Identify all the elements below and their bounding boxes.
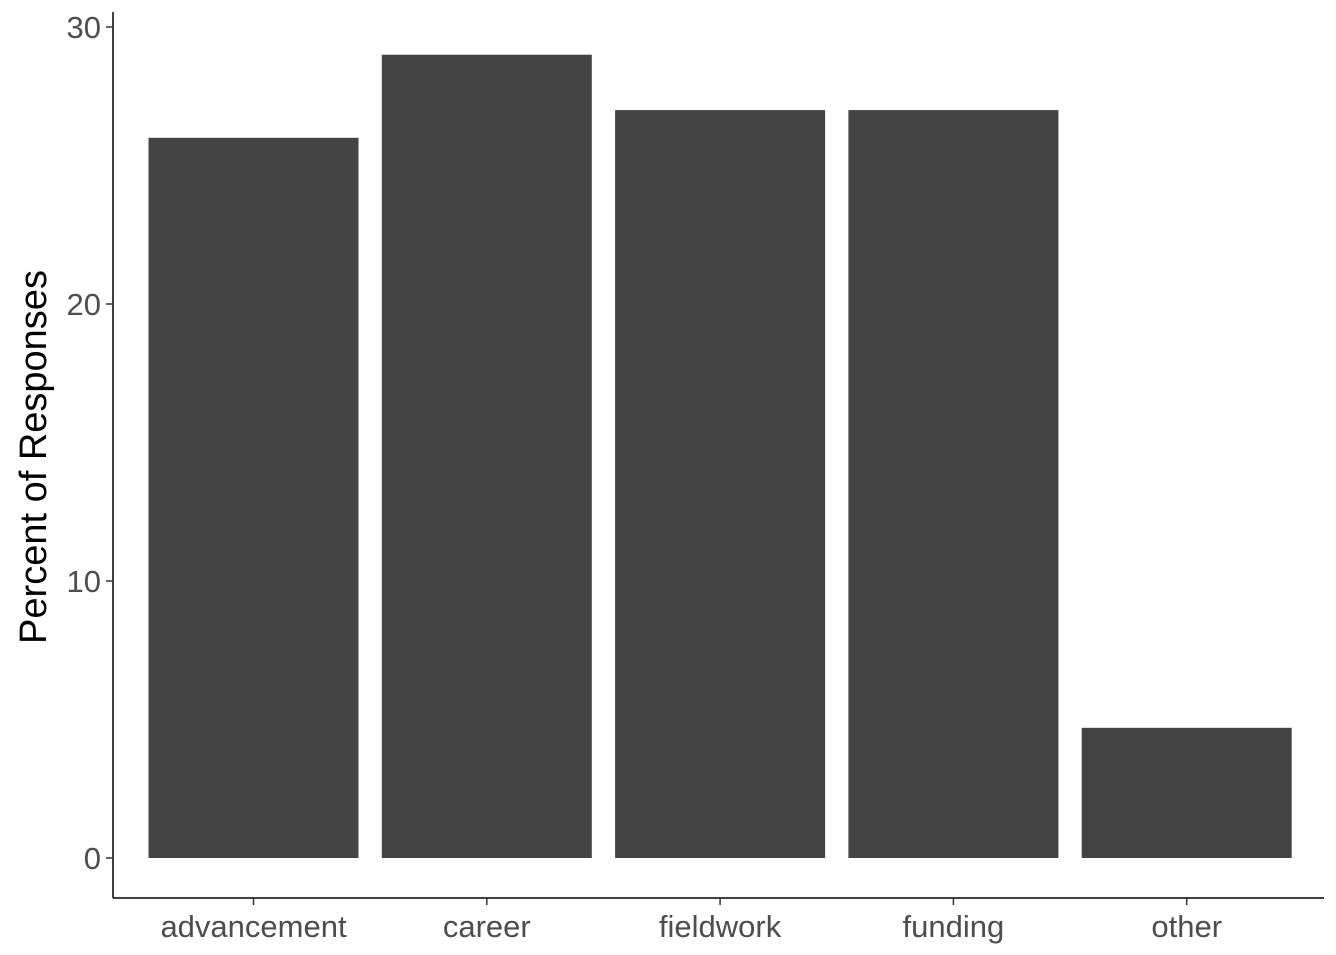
axes-group (112, 12, 1324, 899)
x-ticks-group: advancement career fieldwork funding other (160, 898, 1222, 944)
y-tick-label: 10 (67, 564, 101, 599)
x-tick-label-funding: funding (903, 909, 1005, 944)
y-axis-title: Percent of Responses (13, 270, 55, 644)
bar-career (381, 54, 592, 858)
x-tick-label-advancement: advancement (160, 909, 347, 944)
bar-advancement (148, 137, 359, 859)
y-tick-label: 20 (67, 287, 101, 322)
y-tick-label: 0 (84, 841, 101, 876)
bars-group (148, 54, 1292, 859)
y-tick-label: 30 (67, 10, 101, 45)
bar-other (1081, 727, 1292, 858)
x-tick-label-career: career (443, 909, 531, 944)
bar-fieldwork (615, 110, 826, 859)
bar-funding (848, 110, 1059, 859)
x-tick-label-fieldwork: fieldwork (659, 909, 782, 944)
y-ticks-group: 0 10 20 30 (67, 10, 113, 876)
x-tick-label-other: other (1151, 909, 1222, 944)
